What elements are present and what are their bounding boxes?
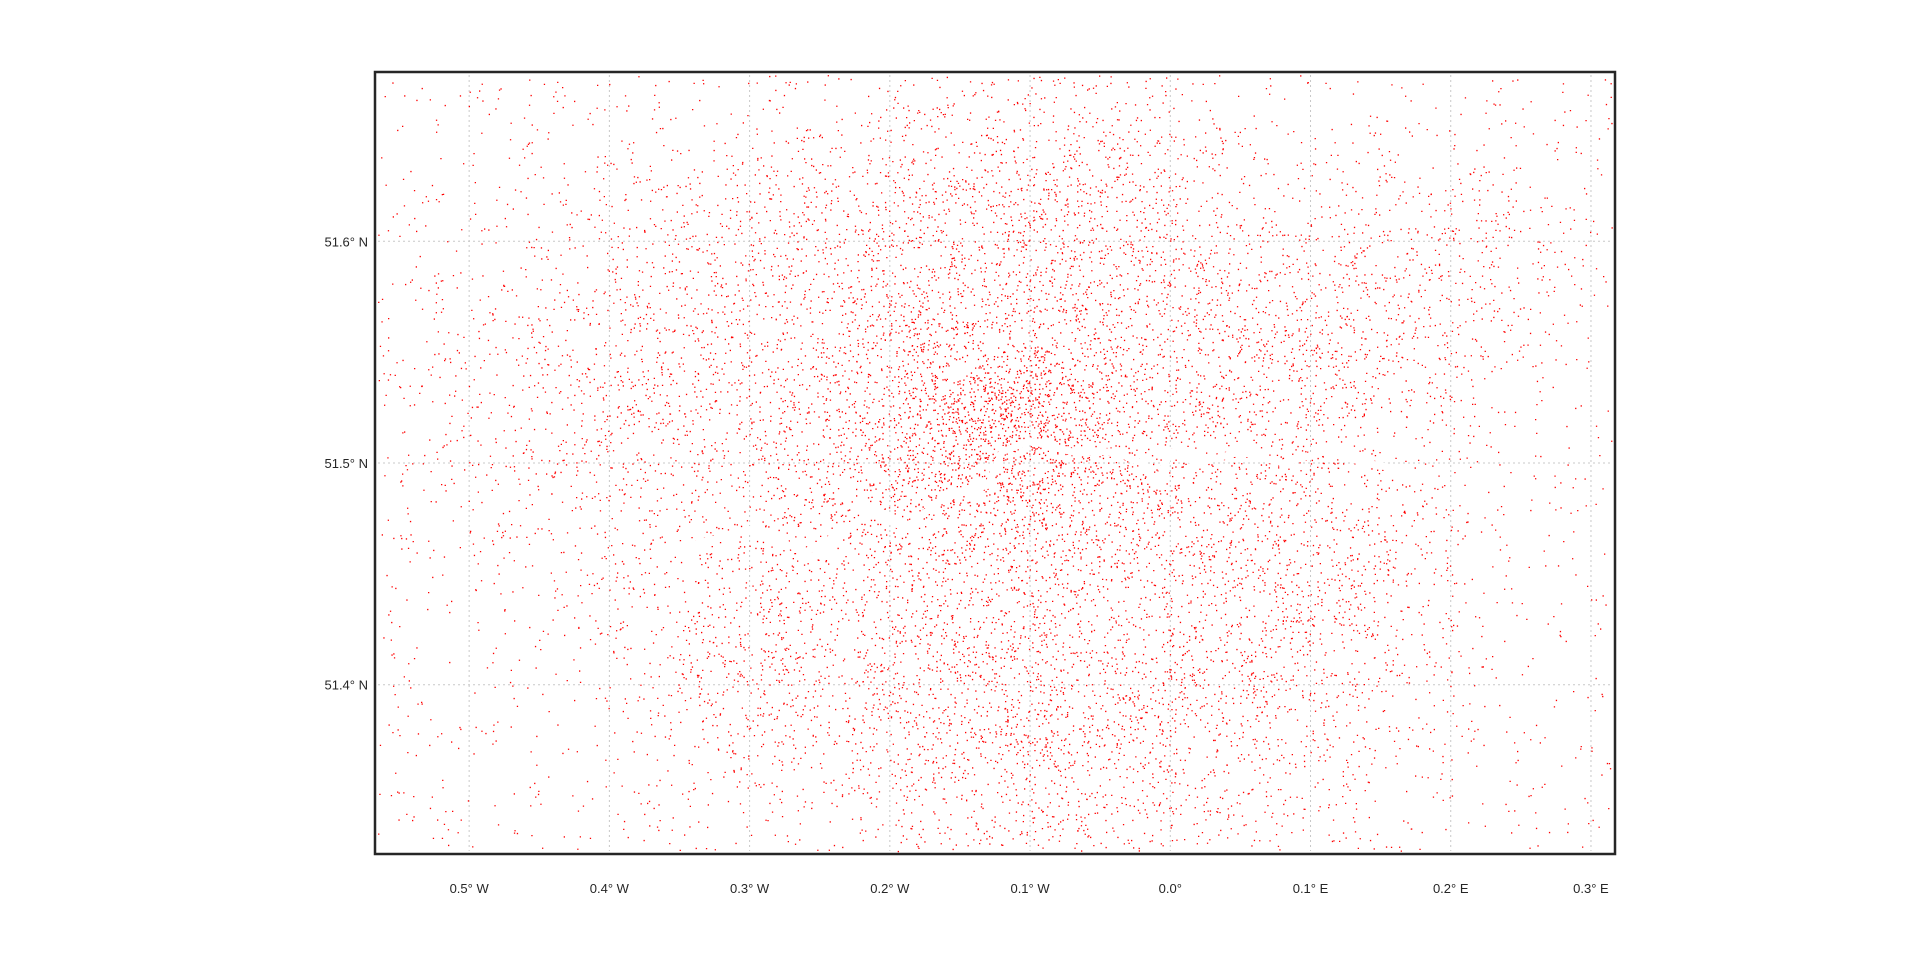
river-path <box>662 437 1427 556</box>
x-tick-label: 0.3° E <box>1573 881 1609 896</box>
y-tick-labels: 51.6° N 51.5° N 51.4° N <box>324 234 368 692</box>
x-tick-label: 0.3° W <box>730 881 770 896</box>
x-tick-label: 0.1° W <box>1010 881 1050 896</box>
y-tick-label: 51.4° N <box>324 678 368 693</box>
x-tick-label: 0.2° W <box>870 881 910 896</box>
y-tick-label: 51.5° N <box>324 456 368 471</box>
x-tick-label: 0.4° W <box>590 881 630 896</box>
x-tick-label: 0.2° E <box>1433 881 1469 896</box>
river-thames <box>662 437 1427 556</box>
x-tick-label: 0.0° <box>1159 881 1182 896</box>
x-tick-label: 0.5° W <box>450 881 490 896</box>
x-tick-labels: 0.5° W 0.4° W 0.3° W 0.2° W 0.1° W 0.0° 0.1° E… <box>450 881 1609 896</box>
map-frame <box>373 70 1617 856</box>
y-tick-label: 51.6° N <box>324 234 368 249</box>
x-tick-label: 0.1° E <box>1293 881 1329 896</box>
